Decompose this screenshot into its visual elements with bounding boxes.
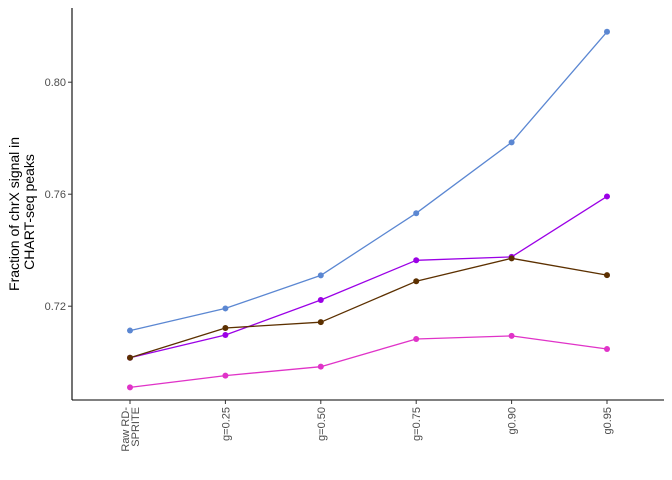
plot-area: 0.72 0.76 0.80 Raw RD-SPRITE g=0.25 g=0.50 g=… [45, 8, 664, 452]
series-brown-point [413, 278, 420, 285]
series-brown [127, 255, 610, 361]
x-tick-label: g0.90 [507, 407, 519, 435]
series-brown-point [222, 325, 229, 332]
y-tick-label: 0.76 [45, 189, 66, 201]
x-tick-label: g0.95 [602, 407, 614, 435]
series-blue [127, 28, 610, 334]
series-brown-point [508, 255, 515, 262]
series-blue-line [129, 31, 608, 332]
series-magenta [127, 332, 610, 391]
x-tick-label: SPRITE [130, 407, 142, 447]
y-axis-title-line-2: CHART-seq peaks [21, 154, 37, 270]
series-layer [127, 28, 610, 391]
x-tick-label: g=0.50 [316, 407, 328, 441]
series-purple-line [129, 195, 608, 359]
series-blue-point [508, 139, 515, 146]
y-axis-title: Fraction of chrX signal in CHART-seq pea… [6, 133, 37, 291]
series-purple-point [604, 193, 610, 200]
x-tick-label: g=0.25 [220, 407, 232, 441]
series-magenta-point [127, 384, 133, 391]
series-brown-line [129, 257, 608, 359]
series-magenta-point [604, 346, 610, 353]
series-magenta-line [129, 335, 608, 389]
series-magenta-point [317, 363, 324, 370]
series-purple-point [317, 297, 324, 304]
series-brown-point [317, 319, 324, 326]
series-purple-point [222, 332, 229, 339]
series-magenta-point [508, 332, 515, 339]
series-blue-point [413, 210, 420, 217]
series-brown-point [127, 354, 133, 361]
series-blue-point [222, 305, 229, 312]
y-tick-label: 0.72 [45, 301, 66, 313]
y-axis-title-line-1: Fraction of chrX signal in [6, 137, 22, 291]
series-blue-point [317, 272, 324, 279]
series-magenta-point [413, 335, 420, 342]
series-blue-point [604, 28, 610, 35]
x-axis-ticks: Raw RD-SPRITE g=0.25 g=0.50 g=0.75 g0.90 g0.9… [120, 400, 614, 452]
y-axis-ticks: 0.72 0.76 0.80 [45, 77, 72, 313]
y-tick-label: 0.80 [45, 77, 66, 89]
x-tick-label: g=0.75 [411, 407, 423, 441]
series-magenta-point [222, 372, 229, 379]
series-blue-point [127, 327, 133, 334]
series-purple-point [413, 257, 420, 264]
series-brown-point [604, 272, 610, 279]
x-tick-label: Raw RD- [120, 407, 132, 452]
